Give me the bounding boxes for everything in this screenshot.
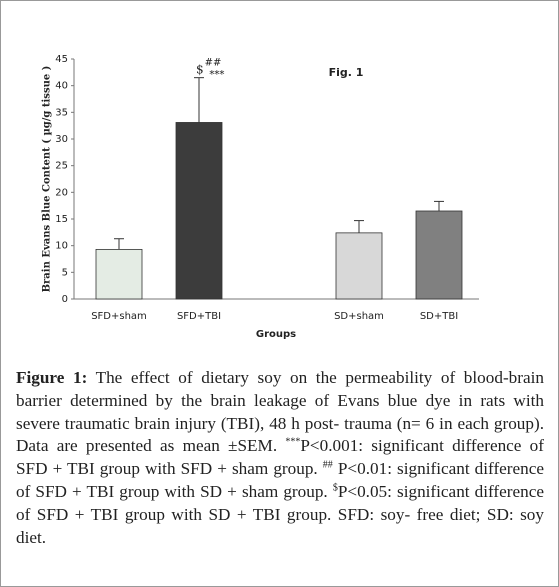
x-tick-label: SFD+TBI bbox=[177, 311, 221, 322]
caption-label: Figure 1: bbox=[16, 368, 88, 387]
y-tick-label: 35 bbox=[55, 107, 68, 118]
bar bbox=[175, 122, 223, 300]
x-axis-label: Groups bbox=[256, 329, 296, 340]
bar bbox=[335, 232, 383, 300]
caption: Figure 1: The effect of dietary soy on t… bbox=[16, 367, 544, 549]
bar bbox=[415, 210, 463, 300]
y-tick-label: 10 bbox=[55, 241, 68, 252]
x-tick-label: SD+TBI bbox=[420, 311, 458, 322]
y-tick-label: 20 bbox=[55, 187, 68, 198]
caption-text: P<0.001: significant difference of SFD +… bbox=[16, 436, 544, 479]
error-bar bbox=[194, 77, 204, 123]
chart-title: Fig. 1 bbox=[329, 66, 364, 79]
y-tick-label: 5 bbox=[62, 267, 68, 278]
x-tick-label: SD+sham bbox=[334, 311, 384, 322]
chart: Fig. 1 Groups Brain Evans Blue Content (… bbox=[42, 54, 479, 340]
y-tick-label: 25 bbox=[55, 161, 68, 172]
caption-text: $ bbox=[332, 482, 338, 494]
x-tick-label: SFD+sham bbox=[91, 311, 147, 322]
annotation-part: $ bbox=[196, 62, 204, 76]
annotation-part: *** bbox=[209, 69, 224, 80]
error-bar bbox=[354, 220, 364, 233]
caption-text: *** bbox=[285, 436, 301, 448]
caption-text: P<0.05: significant difference of SFD + … bbox=[16, 481, 544, 547]
y-tick-label: 40 bbox=[55, 81, 68, 92]
y-tick-label: 30 bbox=[55, 134, 68, 145]
annotation: $## *** bbox=[196, 57, 224, 80]
caption-text: P<0.01: significant difference of SFD + … bbox=[16, 459, 545, 501]
annotation-part: ## bbox=[205, 57, 222, 68]
caption-text: ## bbox=[322, 459, 333, 471]
bar bbox=[95, 248, 143, 300]
error-bar bbox=[114, 238, 124, 250]
y-tick-label: 15 bbox=[55, 214, 68, 225]
y-axis-label: Brain Evans Blue Content ( µg/g tissue ) bbox=[42, 66, 53, 293]
y-tick-label: 45 bbox=[55, 54, 68, 65]
error-bar bbox=[434, 200, 444, 211]
y-tick-label: 0 bbox=[62, 294, 68, 305]
caption-text: The effect of dietary soy on the permeab… bbox=[16, 368, 544, 456]
